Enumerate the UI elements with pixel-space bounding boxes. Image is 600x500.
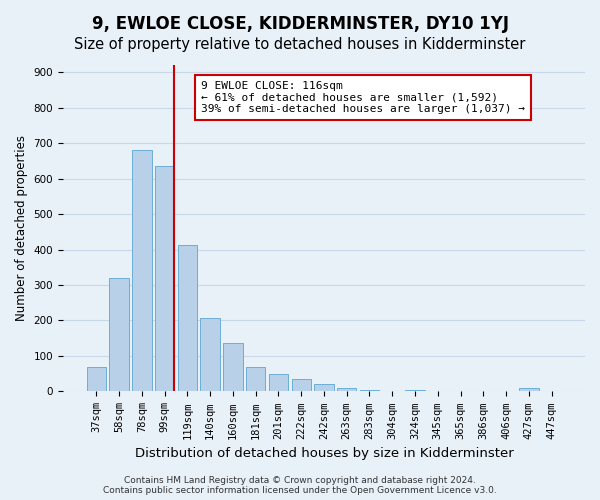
Text: Size of property relative to detached houses in Kidderminster: Size of property relative to detached ho…: [74, 38, 526, 52]
Bar: [337, 388, 356, 392]
Bar: [86, 366, 106, 392]
Bar: [132, 150, 152, 392]
Bar: [292, 378, 311, 392]
Bar: [314, 384, 334, 392]
X-axis label: Distribution of detached houses by size in Kidderminster: Distribution of detached houses by size …: [134, 447, 514, 460]
Bar: [155, 166, 174, 392]
Bar: [269, 374, 288, 392]
Bar: [246, 366, 265, 392]
Y-axis label: Number of detached properties: Number of detached properties: [15, 135, 28, 321]
Bar: [109, 278, 129, 392]
Bar: [178, 245, 197, 392]
Bar: [200, 318, 220, 392]
Text: 9 EWLOE CLOSE: 116sqm
← 61% of detached houses are smaller (1,592)
39% of semi-d: 9 EWLOE CLOSE: 116sqm ← 61% of detached …: [201, 81, 525, 114]
Text: 9, EWLOE CLOSE, KIDDERMINSTER, DY10 1YJ: 9, EWLOE CLOSE, KIDDERMINSTER, DY10 1YJ: [91, 15, 509, 33]
Bar: [223, 343, 242, 392]
Text: Contains HM Land Registry data © Crown copyright and database right 2024.
Contai: Contains HM Land Registry data © Crown c…: [103, 476, 497, 495]
Bar: [519, 388, 539, 392]
Bar: [406, 390, 425, 392]
Bar: [360, 390, 379, 392]
